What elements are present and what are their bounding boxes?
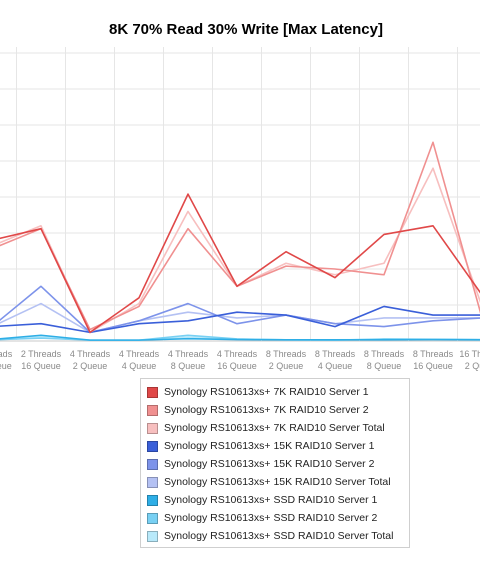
legend-label: Synology RS10613xs+ SSD RAID10 Server 1 xyxy=(164,494,378,506)
series-line-6 xyxy=(0,302,480,334)
legend-item-9: Synology RS10613xs+ SSD RAID10 Server To… xyxy=(147,527,403,545)
legend-swatch xyxy=(147,530,158,542)
x-tick-label: 8 Threads 2 Queue xyxy=(266,349,307,371)
legend: Synology RS10613xs+ 7K RAID10 Server 1 Sy… xyxy=(140,378,410,548)
legend-swatch xyxy=(147,404,158,416)
legend-label: Synology RS10613xs+ 7K RAID10 Server 1 xyxy=(164,386,369,398)
x-tick-label: 4 Threads 8 Queue xyxy=(168,349,209,371)
legend-item-3: Synology RS10613xs+ 7K RAID10 Server Tot… xyxy=(147,419,403,437)
x-tick-label: 8 Threads 16 Queue xyxy=(413,349,454,371)
legend-swatch xyxy=(147,386,158,398)
legend-item-6: Synology RS10613xs+ 15K RAID10 Server To… xyxy=(147,473,403,491)
series-line-7 xyxy=(0,334,480,341)
series-line-4 xyxy=(0,305,480,334)
legend-item-4: Synology RS10613xs+ 15K RAID10 Server 1 xyxy=(147,437,403,455)
legend-label: Synology RS10613xs+ SSD RAID10 Server 2 xyxy=(164,512,378,524)
legend-item-7: Synology RS10613xs+ SSD RAID10 Server 1 xyxy=(147,491,403,509)
x-tick-label: 8 Threads 8 Queue xyxy=(364,349,405,371)
legend-label: Synology RS10613xs+ 15K RAID10 Server To… xyxy=(164,476,391,488)
legend-swatch xyxy=(147,512,158,524)
legend-item-1: Synology RS10613xs+ 7K RAID10 Server 1 xyxy=(147,383,403,401)
x-tick-label: 2 Threads 16 Queue xyxy=(21,349,62,371)
legend-item-8: Synology RS10613xs+ SSD RAID10 Server 2 xyxy=(147,509,403,527)
legend-item-2: Synology RS10613xs+ 7K RAID10 Server 2 xyxy=(147,401,403,419)
legend-label: Synology RS10613xs+ 15K RAID10 Server 1 xyxy=(164,440,375,452)
legend-label: Synology RS10613xs+ 15K RAID10 Server 2 xyxy=(164,458,375,470)
legend-swatch xyxy=(147,476,158,488)
legend-item-5: Synology RS10613xs+ 15K RAID10 Server 2 xyxy=(147,455,403,473)
legend-label: Synology RS10613xs+ SSD RAID10 Server To… xyxy=(164,530,394,542)
chart-title: 8K 70% Read 30% Write [Max Latency] xyxy=(109,21,383,38)
series-line-1 xyxy=(0,193,480,334)
legend-label: Synology RS10613xs+ 7K RAID10 Server Tot… xyxy=(164,422,385,434)
series-lines xyxy=(0,141,480,341)
legend-swatch xyxy=(147,458,158,470)
legend-swatch xyxy=(147,440,158,452)
series-line-5 xyxy=(0,285,480,334)
x-tick-label: 8 Threads 4 Queue xyxy=(315,349,356,371)
legend-label: Synology RS10613xs+ 7K RAID10 Server 2 xyxy=(164,404,369,416)
x-tick-label: 4 Threads 4 Queue xyxy=(119,349,160,371)
legend-swatch xyxy=(147,494,158,506)
x-tick-label: 4 Threads 16 Queue xyxy=(217,349,258,371)
x-tick-label: 4 Threads 2 Queue xyxy=(70,349,111,371)
legend-swatch xyxy=(147,422,158,434)
grid xyxy=(0,47,480,342)
